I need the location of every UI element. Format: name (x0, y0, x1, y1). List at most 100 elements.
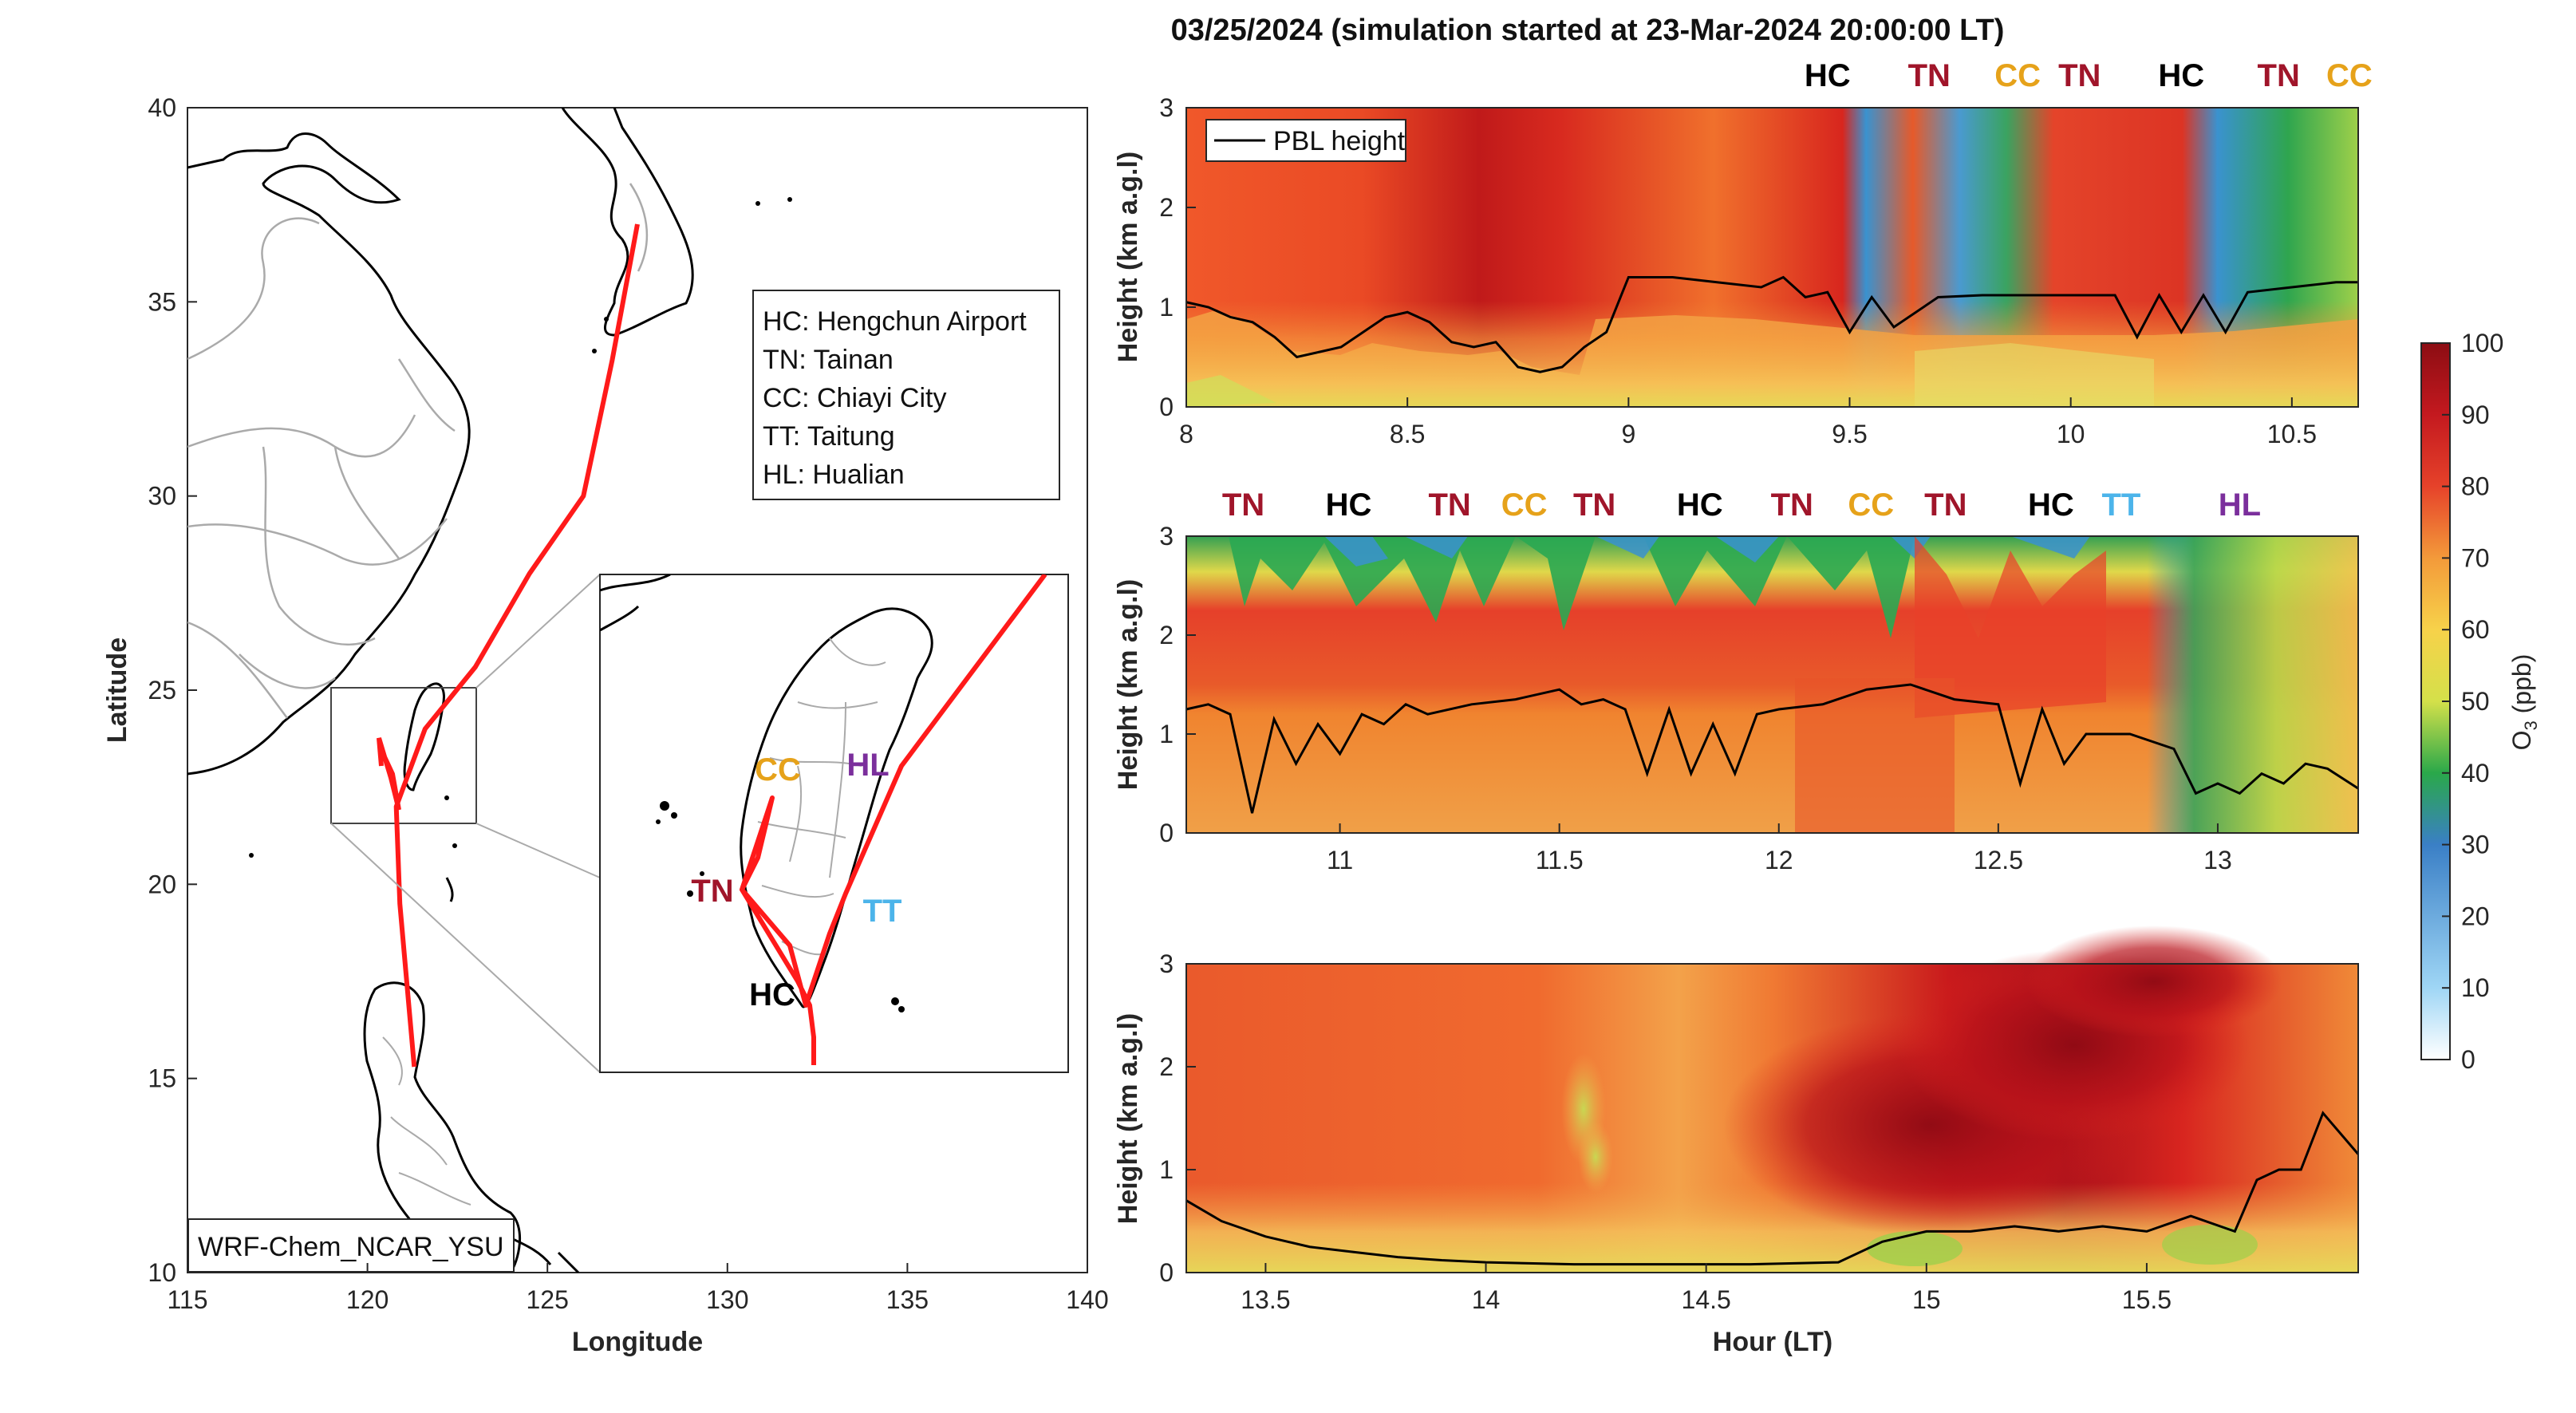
x-tick-label: 10.5 (2267, 420, 2317, 448)
x-tick-label: 13 (2203, 846, 2232, 874)
colorbar-tick-label: 40 (2461, 759, 2490, 787)
colorbar-tick-label: 0 (2461, 1045, 2475, 1074)
y-tick-label: 0 (1159, 1258, 1174, 1287)
x-tick-label: 11.5 (1536, 846, 1584, 874)
site-label-hl: HL (2219, 487, 2261, 523)
inset-china-coast (600, 574, 671, 632)
x-tick-label: 8.5 (1390, 420, 1425, 448)
philippines-borders (382, 1036, 471, 1206)
site-label-tn: TN (1428, 487, 1470, 523)
colorbar-tick-label: 50 (2461, 687, 2490, 716)
colorbar-tick-label: 20 (2461, 902, 2490, 930)
x-tick-label: 10 (2057, 420, 2085, 448)
map-y-ticks: 10 15 20 25 30 35 40 (148, 93, 197, 1287)
map-land (187, 108, 792, 1273)
map-x-tick-label: 125 (527, 1285, 569, 1314)
x-tick-label: 14 (1472, 1285, 1501, 1314)
map-x-tick-label: 120 (346, 1285, 389, 1314)
site-legend-cc: CC: Chiayi City (763, 383, 946, 413)
x-ticks-3: 13.5 14 14.5 15 15.5 (1241, 1263, 2172, 1314)
map-x-tick-label: 140 (1066, 1285, 1108, 1314)
x-tick-label: 9.5 (1832, 420, 1867, 448)
map-x-ticks: 115 120 125 130 135 140 (167, 1263, 1109, 1314)
site-label-tn: TN (1222, 487, 1264, 523)
inset-label-cc: CC (755, 752, 801, 787)
y-tick-label: 0 (1159, 393, 1174, 421)
curtain-field-3 (1186, 926, 2358, 1273)
x-tick-label: 12 (1765, 846, 1793, 874)
x-tick-label: 14.5 (1682, 1285, 1731, 1314)
site-label-tn: TN (1924, 487, 1967, 523)
inset-islands (656, 801, 905, 1012)
site-label-tn: TN (1771, 487, 1813, 523)
inset-connector-top (475, 574, 601, 689)
site-legend-hc: HC: Hengchun Airport (763, 306, 1027, 337)
colorbar-label: O3 (ppb) (2507, 654, 2541, 751)
y-ticks-2: 0 1 2 3 (1159, 522, 1196, 847)
philippines-outline (363, 981, 522, 1273)
site-legend-hl: HL: Hualian (763, 460, 905, 490)
x-tick-label: 9 (1621, 420, 1635, 448)
site-label-tn: TN (1908, 58, 1951, 93)
site-label-tn: TN (2258, 58, 2300, 93)
flight-track-taiwan (377, 737, 401, 811)
inset-label-tn: TN (691, 874, 733, 909)
map-y-tick-label: 30 (148, 482, 176, 511)
map-ylabel: Latitude (102, 637, 132, 743)
pbl-line-2 (1185, 683, 2359, 814)
site-legend-tn: TN: Tainan (763, 345, 894, 375)
province-borders (187, 183, 649, 719)
y-tick-label: 2 (1159, 193, 1174, 222)
coastline-china (187, 132, 471, 776)
pbl-legend: PBL height (1205, 119, 1406, 162)
islands (249, 197, 792, 858)
colorbar-tick-label: 70 (2461, 543, 2490, 572)
site-legend: HC: Hengchun Airport TN: Tainan CC: Chia… (752, 290, 1060, 500)
ylabel-3: Height (km a.g.l) (1113, 1013, 1143, 1224)
x-tick-label: 12.5 (1974, 846, 2023, 874)
y-tick-label: 1 (1159, 1155, 1174, 1184)
model-label: WRF-Chem_NCAR_YSU (198, 1232, 504, 1262)
site-label-cc: CC (2326, 58, 2373, 93)
x-tick-label: 13.5 (1241, 1285, 1290, 1314)
site-label-tn: TN (2058, 58, 2101, 93)
coastline-korea (561, 108, 694, 337)
flight-track (393, 223, 640, 1068)
map-x-tick-label: 135 (886, 1285, 929, 1314)
site-label-tn: TN (1573, 487, 1615, 523)
map-y-tick-label: 40 (148, 93, 176, 122)
map-y-tick-label: 25 (148, 676, 176, 705)
inset-label-hc: HC (749, 977, 795, 1012)
curtain-axes-3 (1185, 963, 2359, 1273)
y-ticks-3: 0 1 2 3 (1159, 949, 1196, 1287)
inset-connector-bottom (330, 823, 601, 1073)
x-ticks-1: 8 8.5 9 9.5 10 10.5 (1179, 397, 2317, 448)
site-labels-1: HC TN CC TN HC TN CC (1805, 58, 2373, 93)
colorbar-tick-label: 80 (2461, 472, 2490, 501)
inset-track (740, 574, 1047, 1065)
site-legend-box (752, 290, 1060, 500)
x-ticks-2: 11 11.5 12 12.5 13 (1327, 823, 2232, 874)
ylabel-2: Height (km a.g.l) (1113, 579, 1143, 790)
y-tick-label: 3 (1159, 949, 1174, 978)
site-label-hc: HC (2028, 487, 2074, 523)
map-xlabel: Longitude (572, 1327, 703, 1357)
inset-indicator-box (330, 687, 477, 824)
site-label-cc: CC (1848, 487, 1894, 523)
curtain-axes-1 (1185, 107, 2359, 408)
site-label-cc: CC (1501, 487, 1548, 523)
colorbar-tick-label: 100 (2461, 329, 2503, 357)
y-tick-label: 3 (1159, 93, 1174, 122)
model-label-box (187, 1218, 515, 1273)
colorbar-label-sub: 3 (2521, 720, 2541, 730)
y-tick-label: 2 (1159, 621, 1174, 649)
site-label-hc: HC (2158, 58, 2204, 93)
map-x-tick-label: 115 (167, 1285, 207, 1314)
x-tick-label: 8 (1179, 420, 1193, 448)
pbl-line-3 (1185, 1111, 2360, 1266)
site-label-tt: TT (2101, 487, 2140, 523)
